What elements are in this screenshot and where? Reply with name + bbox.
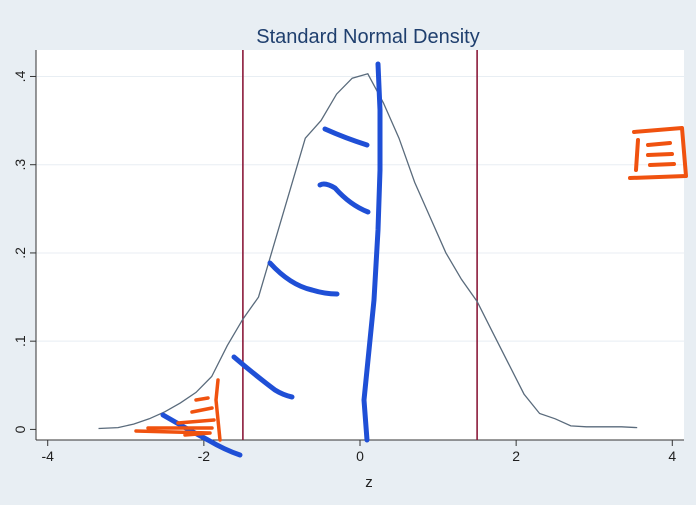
series-layer (98, 73, 638, 430)
blue-hatch-stroke-4 (231, 354, 295, 400)
y-tick-label: .1 (12, 335, 28, 347)
blue-hatch-stroke-2 (317, 181, 371, 215)
orange-shaded-tail-stroke (134, 378, 222, 442)
blue-hatch-stroke-1 (322, 126, 370, 148)
plot-area (36, 50, 684, 440)
blue-hatch-stroke-5 (160, 412, 243, 458)
blue-hatch-stroke-3 (267, 260, 340, 297)
chart-title: Standard Normal Density (256, 26, 479, 48)
x-tick-label: 4 (668, 448, 676, 464)
x-tick-label: 0 (356, 448, 364, 464)
x-tick-label: 2 (512, 448, 520, 464)
orange-note-icon (628, 126, 688, 180)
handwritten-annotations (134, 61, 688, 458)
density-curve (98, 73, 638, 430)
x-tick-label: -4 (41, 448, 54, 464)
axis-layer: -4 -2 0 2 4 0 .1 .2 .3 .4 (12, 50, 684, 464)
y-tick-label: .4 (12, 70, 28, 82)
y-tick-label: 0 (12, 425, 28, 433)
blue-center-stroke (361, 61, 383, 443)
y-tick-label: .3 (12, 159, 28, 171)
x-tick-label: -2 (198, 448, 211, 464)
y-tick-label: .2 (12, 247, 28, 259)
reference-lines (242, 50, 478, 440)
x-axis-label: z (365, 474, 373, 491)
